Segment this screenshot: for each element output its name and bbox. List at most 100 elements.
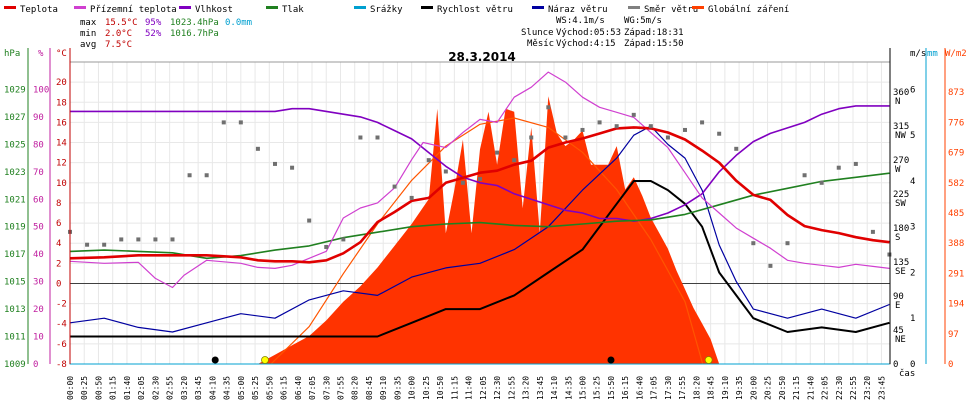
wind-direction-tick: 270: [893, 156, 909, 166]
x-tick-label: 07:30: [322, 376, 331, 400]
wind-speed-tick: 3: [910, 223, 915, 233]
legend-label: Směr větru: [644, 5, 698, 15]
legend-label: Globální záření: [708, 5, 789, 15]
wind-direction-label: NW: [895, 131, 906, 141]
stat-max-humidity: 95%: [145, 18, 162, 28]
moonrise-time: Východ:4:15: [556, 39, 616, 49]
wind-direction-point: [273, 161, 277, 166]
unit-degc: °C: [56, 49, 67, 59]
temperature-tick: 20: [56, 78, 67, 88]
x-tick-label: 09:10: [379, 376, 388, 400]
radiation-tick: 194: [948, 300, 964, 310]
x-tick-label: 13:45: [536, 376, 545, 400]
legend-swatch: [74, 6, 86, 9]
legend-swatch: [354, 6, 366, 9]
wind-direction-label: S: [895, 233, 900, 243]
sunset-marker: [704, 356, 713, 364]
unit-mm: mm: [927, 49, 938, 59]
humidity-tick: 100: [33, 85, 49, 95]
series-global-radiation: [70, 96, 890, 364]
wind-speed-tick: 4: [910, 177, 915, 187]
x-tick-label: 08:45: [365, 376, 374, 400]
legend-swatch: [628, 6, 640, 9]
stat-avg-label: avg: [80, 40, 96, 50]
wind-speed-tick: 2: [910, 268, 915, 278]
x-tick-label: 19:10: [721, 376, 730, 400]
wind-direction-point: [700, 120, 705, 125]
wind-direction-label: W: [895, 165, 901, 175]
x-tick-label: 09:35: [393, 376, 402, 400]
wind-direction-point: [580, 127, 585, 132]
series-humidity: [70, 105, 890, 222]
wind-direction-point: [392, 184, 397, 189]
stat-max-temp: 15.5°C: [105, 18, 138, 28]
x-tick-label: 00:00: [66, 376, 75, 400]
wind-direction-label: N: [895, 97, 900, 107]
pressure-tick: 1009: [4, 360, 26, 370]
wind-direction-tick: 0: [893, 360, 898, 370]
wind-direction-point: [204, 173, 209, 178]
pressure-tick: 1025: [4, 140, 26, 150]
temperature-tick: -6: [56, 340, 67, 350]
wind-direction-point: [683, 127, 687, 132]
wind-direction-point: [802, 173, 807, 178]
wind-direction-point: [136, 237, 141, 242]
temperature-tick: 8: [56, 199, 61, 209]
pressure-tick: 1013: [4, 305, 26, 315]
temperature-tick: 18: [56, 98, 67, 108]
temperature-tick: 6: [56, 219, 61, 229]
wind-direction-point: [546, 105, 551, 110]
x-tick-label: 23:45: [877, 376, 886, 400]
x-tick-label: 00:25: [80, 376, 89, 400]
wind-direction-point: [460, 180, 465, 185]
sunrise-time: Východ:05:53: [556, 28, 621, 38]
wind-direction-tick: 360: [893, 88, 909, 98]
x-tick-label: 17:30: [664, 376, 673, 400]
x-tick-label: 05:50: [265, 376, 274, 400]
humidity-tick: 0: [33, 360, 38, 370]
radiation-tick: 388: [948, 239, 964, 249]
x-tick-label: 02:30: [151, 376, 160, 400]
wind-direction-point: [836, 165, 841, 170]
x-tick-label: 20:50: [778, 376, 787, 400]
wind-direction-point: [887, 252, 892, 257]
series-theoretical-radiation: [270, 117, 704, 365]
legend-label: Rychlost větru: [437, 5, 513, 15]
x-tick-label: 21:15: [792, 376, 801, 400]
sun-label: Slunce: [521, 28, 554, 38]
legend-swatch: [4, 6, 16, 9]
temperature-tick: -2: [56, 300, 67, 310]
x-tick-label: 10:25: [422, 376, 431, 400]
legend-label: Vlhkost: [195, 5, 233, 15]
wind-gust-info: WG:5m/s: [624, 16, 662, 26]
unit-wm2: W/m2: [945, 49, 966, 59]
wind-direction-point: [324, 244, 329, 249]
wind-direction-tick: 135: [893, 258, 909, 268]
wind-direction-tick: 180: [893, 224, 909, 234]
temperature-tick: 16: [56, 118, 67, 128]
stat-rain: 0.0mm: [225, 18, 252, 28]
x-tick-label: 12:05: [479, 376, 488, 400]
x-tick-label: 07:55: [336, 376, 345, 400]
x-tick-label: 19:35: [735, 376, 744, 400]
wind-direction-tick: 45: [893, 326, 904, 336]
x-tick-label: 15:50: [607, 376, 616, 400]
x-tick-label: 15:25: [593, 376, 602, 400]
pressure-tick: 1015: [4, 278, 26, 288]
unit-pct: %: [38, 49, 44, 59]
radiation-tick: 873: [948, 88, 964, 98]
legend-label: Teplota: [20, 5, 58, 15]
wind-direction-point: [409, 195, 414, 200]
wind-direction-label: E: [895, 301, 900, 311]
wind-direction-point: [751, 241, 756, 246]
legend-label: Přízemní teplota: [90, 5, 177, 15]
humidity-tick: 80: [33, 140, 44, 150]
series-wind-speed: [70, 180, 890, 338]
wind-direction-point: [665, 135, 670, 140]
wind-direction-point: [187, 173, 192, 178]
wind-direction-point: [648, 124, 653, 129]
x-tick-label: 11:40: [465, 376, 474, 400]
wind-direction-point: [341, 237, 346, 242]
stat-min-humidity: 52%: [145, 29, 162, 39]
